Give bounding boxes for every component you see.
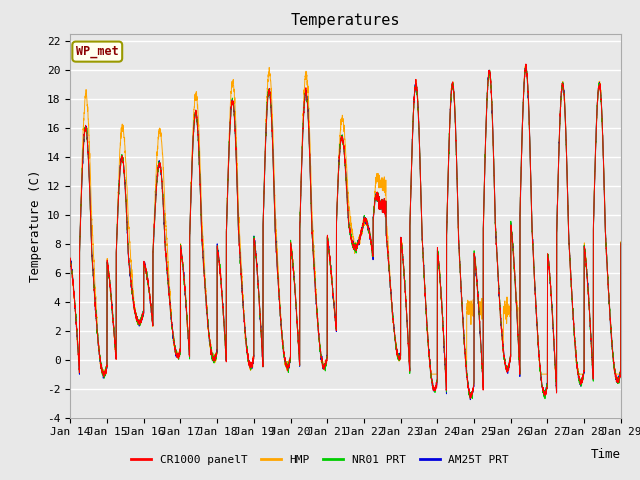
Title: Temperatures: Temperatures: [291, 13, 401, 28]
Legend: CR1000 panelT, HMP, NR01 PRT, AM25T PRT: CR1000 panelT, HMP, NR01 PRT, AM25T PRT: [127, 451, 513, 469]
Text: Time: Time: [591, 448, 621, 461]
Text: WP_met: WP_met: [76, 45, 118, 58]
Y-axis label: Temperature (C): Temperature (C): [29, 169, 42, 282]
